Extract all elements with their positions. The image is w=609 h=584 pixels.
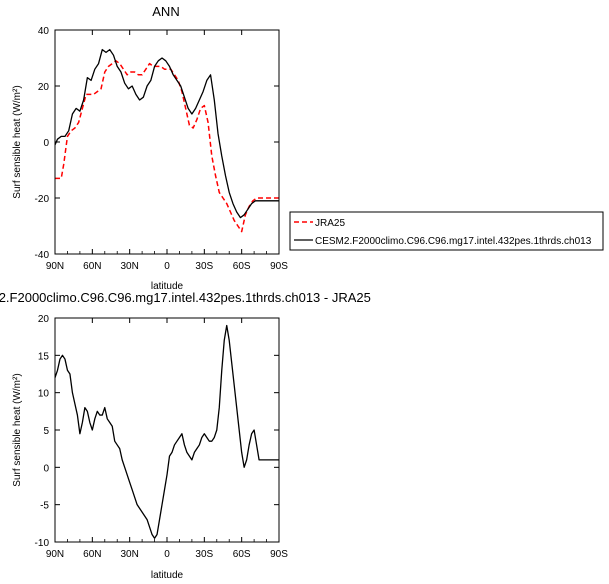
panel-1: ANN 90N 60N 30N 0 30S 60S 90S -40 -20 0 20 40 latit…: [12, 4, 288, 292]
panel-2-xtick-label: 90N: [46, 549, 64, 560]
panel-1-ytick-label: -20: [35, 194, 50, 205]
panel-2-ytick-label: 0: [43, 463, 49, 474]
panel-2-ytick-label: 5: [43, 426, 49, 437]
panel-2-xtick-label: 30S: [195, 549, 213, 560]
panel-2-xtick-label: 90S: [270, 549, 288, 560]
panel-2-axes: 90N 60N 30N 0 30S 60S 90S -10 -5 0 5 10 15 20: [35, 314, 289, 560]
legend-label-jra25: JRA25: [315, 218, 345, 229]
panel-1-series-line-1: [55, 60, 279, 233]
panel-1-xtick-label: 30N: [120, 261, 138, 272]
panel-1-title: ANN: [152, 4, 179, 19]
legend-box: [289, 211, 604, 251]
panel-2-ylabel: Surf sensible heat (W/m²): [12, 373, 23, 486]
panel-2-series: [54, 324, 279, 539]
panel-1-xtick-label: 60N: [83, 261, 101, 272]
panel-2-xtick-label: 30N: [120, 549, 138, 560]
panel-1-xtick-label: 90N: [46, 261, 64, 272]
legend: JRA25 CESM2.F2000climo.C96.C96.mg17.inte…: [289, 211, 604, 251]
panel-2-xlabel: latitude: [151, 570, 184, 581]
panel-2-ytick-label: -5: [40, 501, 49, 512]
panel-1-series: [54, 48, 279, 233]
panel-1-frame: [54, 29, 280, 255]
panel-1-xtick-label: 90S: [270, 261, 288, 272]
panel-2-title: CESM2.F2000climo.C96.C96.mg17.intel.432p…: [0, 290, 371, 305]
panel-1-ytick-label: -40: [35, 250, 50, 261]
panel-1-xtick-label: 60S: [233, 261, 251, 272]
panel-2-xtick-label: 0: [164, 549, 170, 560]
panel-2-ytick-label: 10: [38, 389, 50, 400]
panel-2-ytick-label: -10: [35, 538, 50, 549]
panel-2-ytick-label: 15: [38, 351, 50, 362]
panel-1-ytick-label: 0: [43, 138, 49, 149]
panel-1-ylabel: Surf sensible heat (W/m²): [12, 85, 23, 198]
panel-1-ytick-label: 40: [38, 26, 50, 37]
legend-label-cesm2: CESM2.F2000climo.C96.C96.mg17.intel.432p…: [315, 236, 592, 247]
panel-1-xtick-label: 30S: [195, 261, 213, 272]
panel-1-xlabel: latitude: [151, 281, 184, 292]
panel-2-xtick-label: 60N: [83, 549, 101, 560]
panel-1-series-line-2: [54, 48, 279, 219]
panel-2-xtick-label: 60S: [233, 549, 251, 560]
panel-2-series-line-1: [54, 324, 279, 539]
panel-2: CESM2.F2000climo.C96.C96.mg17.intel.432p…: [0, 290, 371, 581]
panel-2-ytick-label: 20: [38, 314, 50, 325]
panel-2-frame: [54, 317, 280, 543]
panel-1-ytick-label: 20: [38, 82, 50, 93]
panel-1-xtick-label: 0: [164, 261, 170, 272]
panel-1-axes: 90N 60N 30N 0 30S 60S 90S -40 -20 0 20 40: [35, 26, 289, 272]
